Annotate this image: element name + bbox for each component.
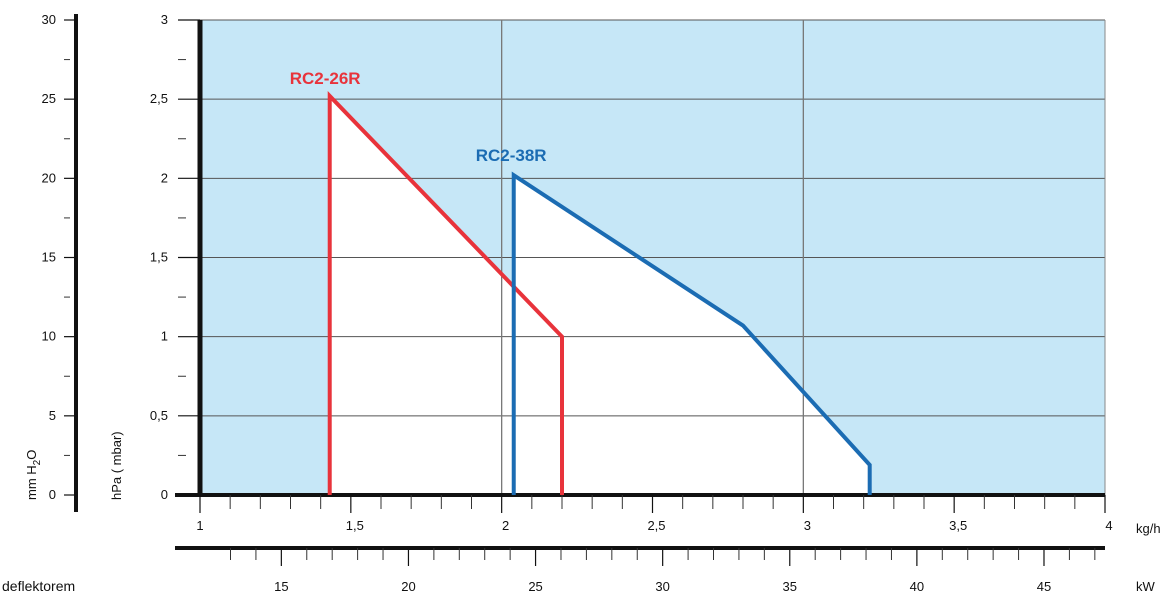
y2-tick-label: 10 bbox=[42, 329, 56, 344]
y2-tick-label: 15 bbox=[42, 250, 56, 265]
y2-unit-prefix: mm H bbox=[24, 465, 39, 500]
series-label-rc2-26r: RC2-26R bbox=[290, 69, 361, 88]
y2-axis-unit-label: mm H2O bbox=[24, 450, 43, 500]
x2-tick-label: 45 bbox=[1037, 579, 1051, 594]
x-axis-unit-label: kg/h bbox=[1136, 521, 1161, 536]
x2-tick-label: 40 bbox=[910, 579, 924, 594]
series-fill-rc2-26r bbox=[329, 96, 562, 495]
series-line-rc2-26r bbox=[327, 91, 564, 495]
x-tick-label: 3,5 bbox=[949, 518, 967, 533]
y-tick-label: 3 bbox=[161, 12, 168, 27]
y-tick-label: 0 bbox=[161, 487, 168, 502]
y2-unit-suffix: O bbox=[24, 450, 39, 460]
y-axis-unit-label: hPa ( mbar) bbox=[109, 431, 124, 500]
x-tick-label: 1 bbox=[196, 518, 203, 533]
x2-tick-label: 15 bbox=[274, 579, 288, 594]
y-tick-label: 1 bbox=[161, 329, 168, 344]
series-fill-rc2-38r bbox=[513, 175, 870, 495]
x2-tick-label: 35 bbox=[783, 579, 797, 594]
x-tick-label: 2,5 bbox=[647, 518, 665, 533]
x-tick-label: 1,5 bbox=[346, 518, 364, 533]
footnote: deflektorem bbox=[2, 578, 75, 594]
x2-axis-unit-label: kW bbox=[1136, 579, 1156, 594]
y2-tick-label: 20 bbox=[42, 170, 56, 185]
series-label-rc2-38r: RC2-38R bbox=[476, 146, 547, 165]
x2-tick-label: 30 bbox=[655, 579, 669, 594]
x-tick-label: 4 bbox=[1105, 518, 1112, 533]
y-tick-label: 0,5 bbox=[150, 408, 168, 423]
x-tick-label: 3 bbox=[804, 518, 811, 533]
y2-unit-subscript: 2 bbox=[32, 459, 43, 465]
y2-tick-label: 30 bbox=[42, 12, 56, 27]
y-tick-label: 1,5 bbox=[150, 250, 168, 265]
y2-tick-label: 5 bbox=[49, 408, 56, 423]
y2-tick-label: 0 bbox=[49, 487, 56, 502]
y-tick-label: 2,5 bbox=[150, 91, 168, 106]
y2-tick-label: 25 bbox=[42, 91, 56, 106]
x2-tick-label: 25 bbox=[528, 579, 542, 594]
x-tick-label: 2 bbox=[502, 518, 509, 533]
y-tick-label: 2 bbox=[161, 170, 168, 185]
x2-tick-label: 20 bbox=[401, 579, 415, 594]
